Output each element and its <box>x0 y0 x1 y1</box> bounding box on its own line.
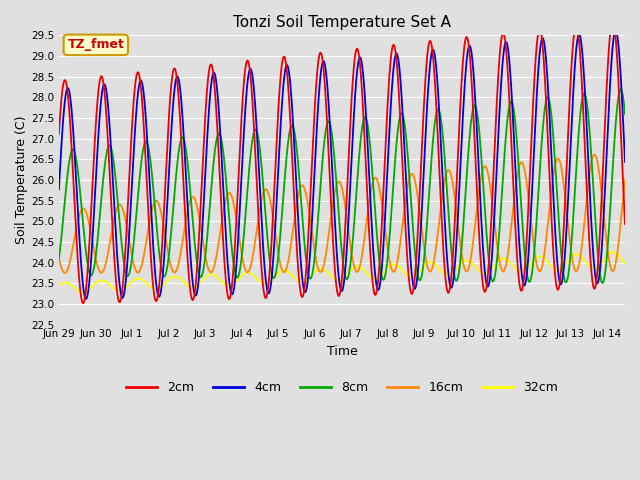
X-axis label: Time: Time <box>326 345 357 358</box>
Title: Tonzi Soil Temperature Set A: Tonzi Soil Temperature Set A <box>233 15 451 30</box>
Legend: 2cm, 4cm, 8cm, 16cm, 32cm: 2cm, 4cm, 8cm, 16cm, 32cm <box>121 376 563 399</box>
Text: TZ_fmet: TZ_fmet <box>67 38 124 51</box>
Y-axis label: Soil Temperature (C): Soil Temperature (C) <box>15 116 28 244</box>
